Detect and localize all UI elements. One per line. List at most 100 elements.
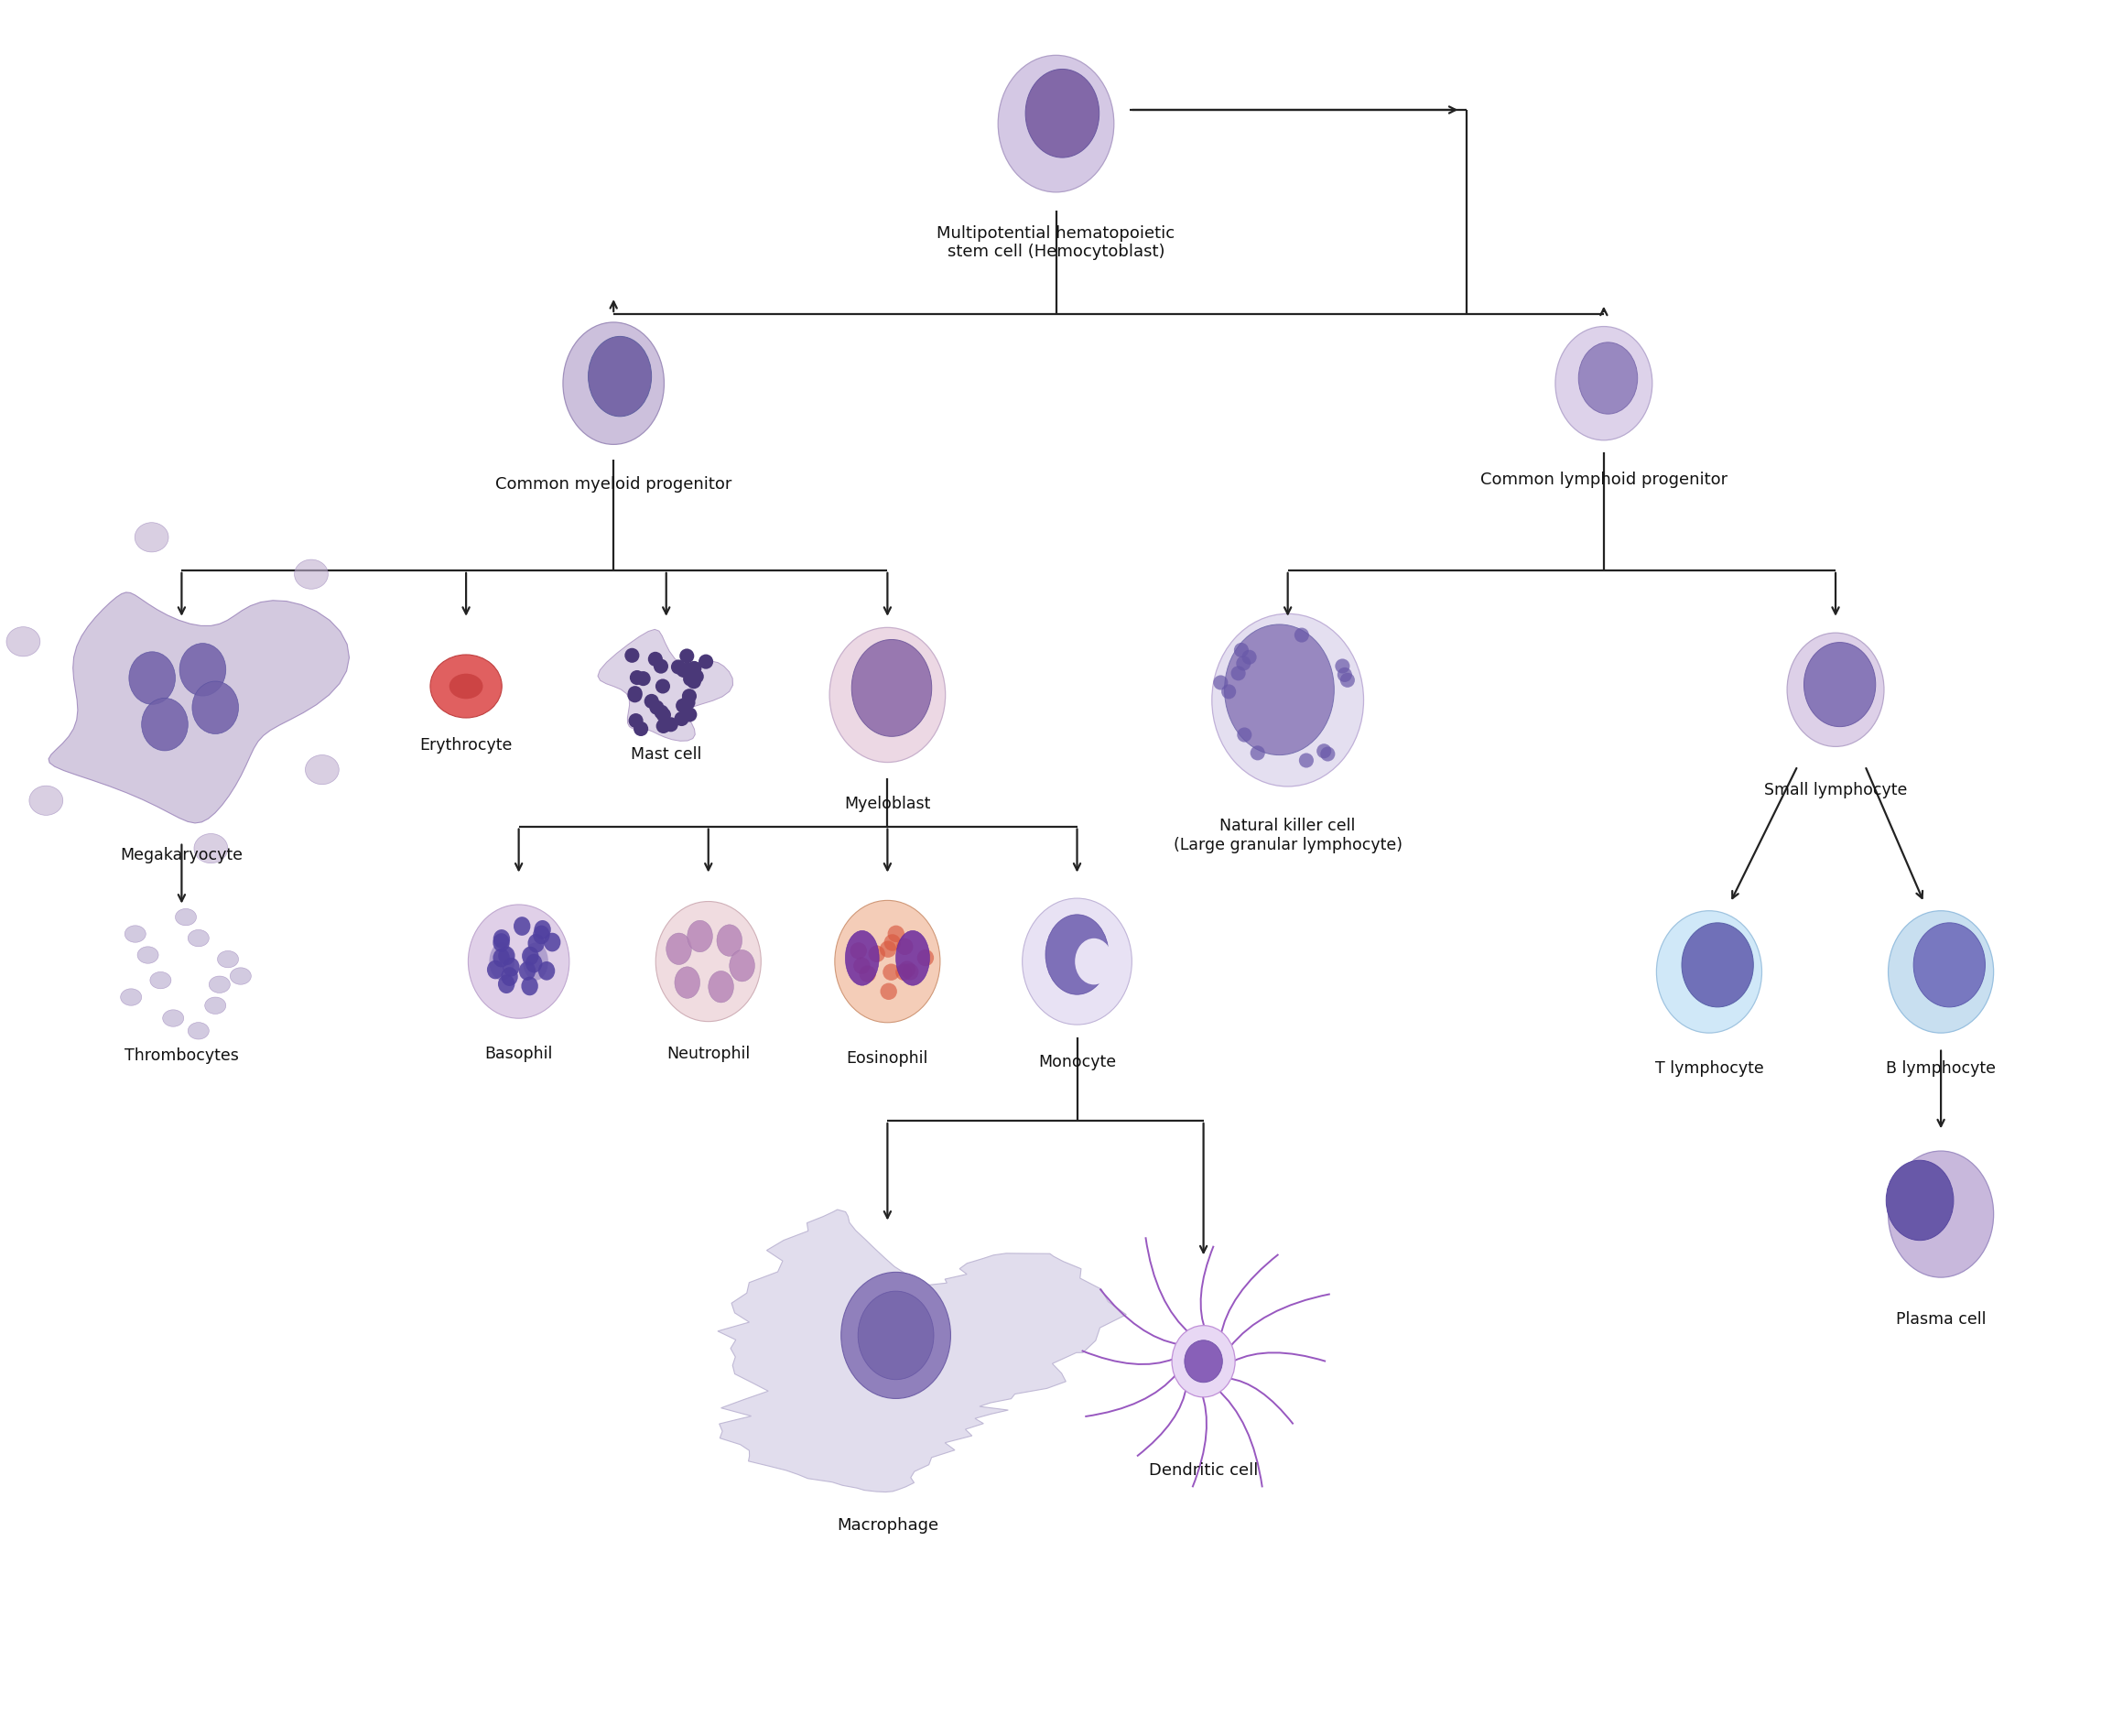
Ellipse shape [218, 951, 239, 967]
Ellipse shape [1231, 667, 1246, 681]
Text: Dendritic cell: Dendritic cell [1149, 1462, 1259, 1479]
Ellipse shape [860, 965, 876, 983]
Ellipse shape [999, 56, 1113, 193]
Ellipse shape [1337, 667, 1352, 682]
Text: Neutrophil: Neutrophil [667, 1045, 750, 1062]
Ellipse shape [868, 946, 885, 962]
Ellipse shape [1221, 684, 1236, 700]
Ellipse shape [1295, 628, 1309, 642]
Ellipse shape [589, 337, 650, 417]
Ellipse shape [680, 649, 695, 663]
Ellipse shape [879, 941, 895, 958]
Ellipse shape [125, 925, 146, 943]
Ellipse shape [492, 948, 509, 967]
Text: Mast cell: Mast cell [631, 746, 701, 762]
Ellipse shape [230, 967, 251, 984]
Ellipse shape [1787, 634, 1884, 746]
Text: Small lymphocyte: Small lymphocyte [1764, 783, 1907, 799]
Ellipse shape [644, 694, 659, 708]
Ellipse shape [885, 934, 902, 951]
Ellipse shape [845, 930, 879, 986]
Ellipse shape [680, 663, 695, 677]
Ellipse shape [699, 654, 714, 668]
Ellipse shape [627, 687, 642, 703]
Ellipse shape [834, 901, 940, 1023]
Ellipse shape [1681, 924, 1753, 1007]
Ellipse shape [686, 920, 712, 951]
Ellipse shape [636, 672, 650, 686]
Ellipse shape [680, 694, 695, 710]
Ellipse shape [503, 958, 520, 977]
Ellipse shape [1554, 326, 1652, 441]
Ellipse shape [689, 668, 703, 684]
Ellipse shape [450, 674, 484, 700]
Ellipse shape [513, 917, 530, 936]
Ellipse shape [120, 990, 142, 1005]
Ellipse shape [663, 717, 678, 733]
Ellipse shape [830, 627, 946, 762]
Ellipse shape [1250, 745, 1265, 760]
Ellipse shape [672, 660, 686, 674]
Ellipse shape [1075, 937, 1113, 984]
Ellipse shape [192, 681, 239, 734]
Ellipse shape [1341, 674, 1354, 687]
Ellipse shape [1236, 656, 1250, 670]
Ellipse shape [135, 523, 169, 552]
Ellipse shape [129, 651, 175, 705]
Ellipse shape [498, 974, 515, 993]
Ellipse shape [488, 960, 505, 979]
Ellipse shape [629, 670, 644, 686]
PathPatch shape [718, 1210, 1126, 1491]
Ellipse shape [1172, 1326, 1236, 1397]
Ellipse shape [708, 970, 733, 1002]
Ellipse shape [665, 932, 691, 965]
Ellipse shape [30, 786, 63, 816]
Ellipse shape [887, 925, 904, 943]
Ellipse shape [676, 663, 691, 677]
Ellipse shape [522, 946, 539, 965]
Ellipse shape [857, 1292, 934, 1380]
Ellipse shape [686, 661, 701, 675]
Ellipse shape [194, 833, 228, 863]
Ellipse shape [1886, 1160, 1954, 1240]
Text: Erythrocyte: Erythrocyte [420, 736, 513, 753]
Text: Monocyte: Monocyte [1039, 1054, 1115, 1071]
Ellipse shape [917, 950, 934, 967]
Ellipse shape [306, 755, 340, 785]
Ellipse shape [655, 705, 670, 719]
Ellipse shape [625, 648, 640, 663]
Ellipse shape [1212, 615, 1364, 786]
Ellipse shape [522, 977, 539, 995]
Ellipse shape [841, 1272, 950, 1399]
Ellipse shape [1212, 675, 1227, 689]
Ellipse shape [676, 698, 691, 713]
Ellipse shape [205, 996, 226, 1014]
Ellipse shape [900, 960, 917, 977]
Ellipse shape [532, 925, 549, 944]
Text: B lymphocyte: B lymphocyte [1886, 1061, 1996, 1076]
Ellipse shape [188, 1023, 209, 1040]
Ellipse shape [1888, 1151, 1994, 1278]
Ellipse shape [657, 708, 672, 722]
Text: Natural killer cell
(Large granular lymphocyte): Natural killer cell (Large granular lymp… [1174, 818, 1402, 854]
Ellipse shape [501, 967, 517, 986]
Ellipse shape [528, 934, 545, 953]
Ellipse shape [1185, 1340, 1223, 1382]
Ellipse shape [494, 929, 509, 948]
Ellipse shape [1316, 743, 1331, 759]
Ellipse shape [431, 654, 503, 719]
Text: Eosinophil: Eosinophil [847, 1050, 929, 1066]
Ellipse shape [1225, 625, 1335, 755]
Ellipse shape [657, 719, 672, 733]
Ellipse shape [629, 713, 644, 727]
Ellipse shape [1022, 898, 1132, 1024]
Ellipse shape [716, 925, 741, 957]
Ellipse shape [853, 957, 870, 974]
Ellipse shape [655, 679, 670, 694]
Ellipse shape [492, 934, 509, 951]
Ellipse shape [627, 686, 642, 701]
Ellipse shape [490, 943, 515, 981]
PathPatch shape [49, 592, 348, 823]
Text: Megakaryocyte: Megakaryocyte [120, 847, 243, 863]
Ellipse shape [534, 920, 551, 939]
